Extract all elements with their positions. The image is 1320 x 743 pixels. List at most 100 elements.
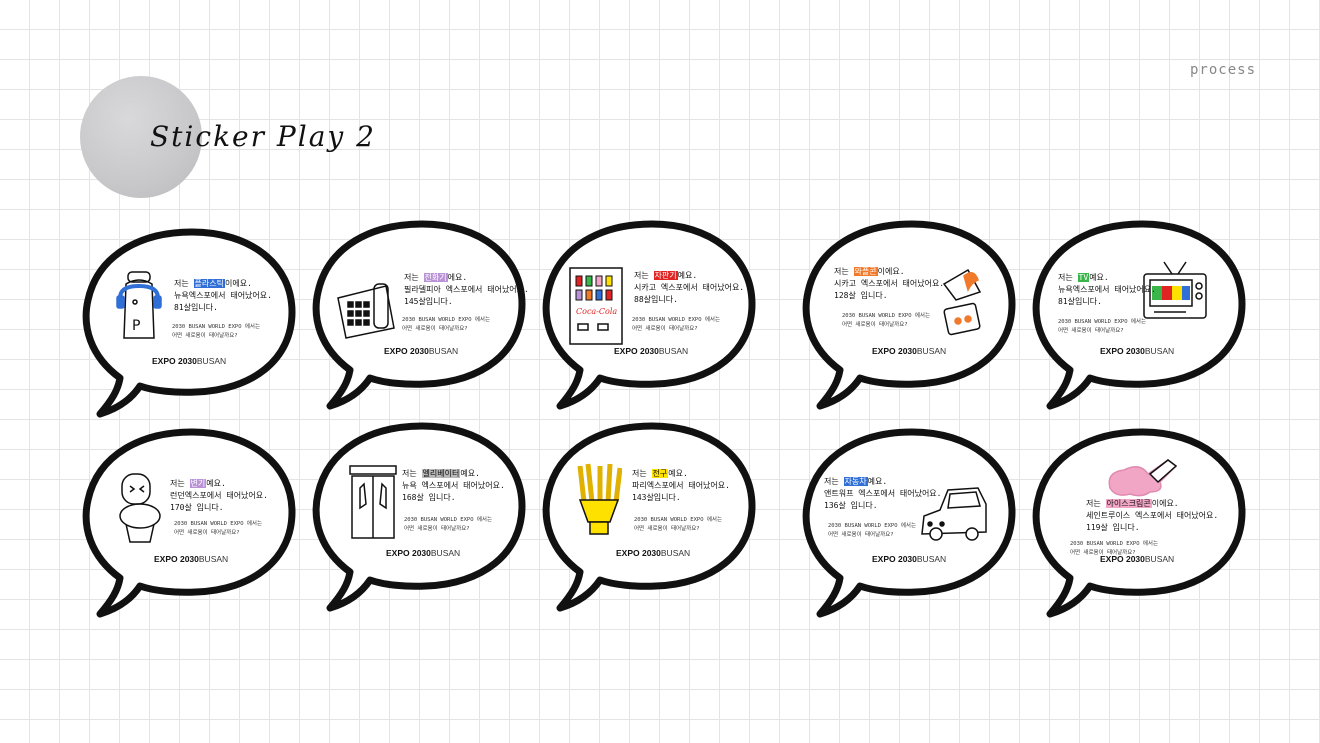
question-line-2: 어떤 새로움이 태어날까요? [174, 530, 240, 536]
expo-logo-light: BUSAN [1144, 346, 1175, 356]
question-line-1: 2030 BUSAN WORLD EXPO 에서는 [1070, 541, 1159, 547]
question-line-2: 어떤 새로움이 태어날까요? [842, 322, 908, 328]
bubble-line-1: 저는 자동차예요. [824, 477, 888, 486]
question-line-1: 2030 BUSAN WORLD EXPO 에서는 [1058, 319, 1147, 325]
question-line-1: 2030 BUSAN WORLD EXPO 에서는 [404, 517, 493, 523]
speech-bubble-outline [542, 220, 756, 410]
question-line-2: 어떤 새로움이 태어날까요? [402, 326, 468, 332]
question-line-1: 2030 BUSAN WORLD EXPO 에서는 [632, 317, 721, 323]
illustration [334, 276, 398, 344]
question-line-1: 2030 BUSAN WORLD EXPO 에서는 [634, 517, 723, 523]
expo-logo-bold: EXPO 2030 [152, 356, 197, 366]
expo-logo-light: BUSAN [428, 346, 459, 356]
expo-logo-light: BUSAN [916, 554, 947, 564]
expo-logo: EXPO 2030BUSAN [616, 548, 690, 558]
page-title: Sticker Play 2 [150, 120, 376, 153]
question-text: 2030 BUSAN WORLD EXPO 에서는 어떤 새로움이 태어날까요? [1058, 318, 1146, 336]
bubble-text: 저는 전구예요. 파리엑스포에서 태어났어요. 143살입니다. [632, 468, 730, 504]
expo-logo-light: BUSAN [1144, 554, 1175, 564]
bubble-text: 저는 와플콘이에요. 시카고 엑스포에서 태어났어요. 128살 입니다. [834, 266, 944, 302]
expo-logo: EXPO 2030BUSAN [1100, 346, 1174, 356]
bubble-line-1: 저는 변기예요. [170, 479, 226, 488]
speech-bubble-7: 저는 엘리베이터예요. 뉴욕 엑스포에서 태어났어요. 168살 입니다. 20… [310, 422, 528, 612]
bubble-line-3: 168살 입니다. [402, 493, 456, 502]
illustration [1106, 458, 1178, 504]
highlighted-word: 전화기 [423, 273, 448, 282]
speech-bubble-outline [1032, 428, 1246, 618]
highlighted-word: 엘리베이터 [421, 469, 461, 478]
expo-logo-light: BUSAN [430, 548, 461, 558]
speech-bubble-3: Coca-Cola 저는 자판기예요. 시카고 엑스포에서 태어났어요. 88살… [540, 220, 758, 410]
question-text: 2030 BUSAN WORLD EXPO 에서는 어떤 새로움이 태어날까요? [404, 516, 492, 534]
speech-bubble-8: 저는 전구예요. 파리엑스포에서 태어났어요. 143살입니다. 2030 BU… [540, 422, 758, 612]
bubble-line-2: 뉴욕엑스포에서 태어났어요. [174, 291, 272, 300]
expo-logo: EXPO 2030BUSAN [154, 554, 228, 564]
melting-ice-cream-icon [1108, 459, 1178, 497]
speech-bubble-outline [82, 228, 296, 418]
speech-bubble-1: P 저는 플라스틱이에요. 뉴욕엑스포에서 태어났어요. 81살입니다. 203… [80, 228, 298, 418]
expo-logo-light: BUSAN [198, 554, 229, 564]
question-text: 2030 BUSAN WORLD EXPO 에서는 어떤 새로움이 태어날까요? [1070, 540, 1158, 558]
expo-logo-bold: EXPO 2030 [386, 548, 431, 558]
question-text: 2030 BUSAN WORLD EXPO 에서는 어떤 새로움이 태어날까요? [174, 520, 262, 538]
bubble-line-3: 81살입니다. [1058, 297, 1102, 306]
bubble-line-3: 128살 입니다. [834, 291, 888, 300]
highlighted-word: 자판기 [653, 271, 678, 280]
bubble-text: 저는 플라스틱이에요. 뉴욕엑스포에서 태어났어요. 81살입니다. [174, 278, 272, 314]
french-fries-icon [577, 463, 623, 535]
expo-logo: EXPO 2030BUSAN [384, 346, 458, 356]
bubble-text: 저는 변기예요. 런던엑스포에서 태어났어요. 170살 입니다. [170, 478, 268, 514]
illustration [918, 482, 990, 548]
expo-logo-bold: EXPO 2030 [384, 346, 429, 356]
robot-mascot-icon: P [116, 271, 162, 339]
illustration [346, 464, 400, 544]
highlighted-word: 플라스틱 [193, 279, 225, 288]
expo-logo: EXPO 2030BUSAN [872, 346, 946, 356]
decorative-gray-circle [80, 76, 202, 198]
question-line-2: 어떤 새로움이 태어날까요? [172, 333, 238, 339]
question-line-2: 어떤 새로움이 태어날까요? [1070, 550, 1136, 556]
bubble-text: 저는 TV예요. 뉴욕엑스포에서 태어났어요. 81살입니다. [1058, 272, 1156, 308]
question-line-2: 어떤 새로움이 태어날까요? [634, 526, 700, 532]
bubble-line-2: 런던엑스포에서 태어났어요. [170, 491, 268, 500]
speech-bubble-4: 저는 와플콘이에요. 시카고 엑스포에서 태어났어요. 128살 입니다. 20… [800, 220, 1018, 410]
expo-logo-bold: EXPO 2030 [1100, 346, 1145, 356]
bubble-line-2: 뉴욕엑스포에서 태어났어요. [1058, 285, 1156, 294]
bubble-line-1: 저는 플라스틱이에요. [174, 279, 252, 288]
ice-cream-cone-icon [942, 268, 982, 336]
bubble-line-1: 저는 TV예요. [1058, 273, 1109, 282]
question-text: 2030 BUSAN WORLD EXPO 에서는 어떤 새로움이 태어날까요? [632, 316, 720, 334]
section-label: process [1190, 62, 1257, 78]
bubble-line-3: 145살입니다. [404, 297, 453, 306]
car-icon [921, 487, 987, 541]
expo-logo-bold: EXPO 2030 [872, 554, 917, 564]
illustration [576, 462, 623, 542]
bubble-line-1: 저는 아이스크림콘이에요. [1086, 499, 1179, 508]
question-line-1: 2030 BUSAN WORLD EXPO 에서는 [174, 521, 263, 527]
speech-bubble-outline [82, 428, 296, 618]
bubble-line-2: 시카고 엑스포에서 태어났어요. [834, 279, 945, 288]
bubble-text: 저는 전화기에요. 필라델피아 엑스포에서 태어났어요. 145살입니다. [404, 272, 529, 308]
illustration: P [116, 268, 162, 346]
expo-logo: EXPO 2030BUSAN [152, 356, 226, 366]
bubble-line-3: 88살입니다. [634, 295, 678, 304]
question-text: 2030 BUSAN WORLD EXPO 에서는 어떤 새로움이 태어날까요? [828, 522, 916, 540]
highlighted-word: 와플콘 [853, 267, 878, 276]
highlighted-word: 자동차 [843, 477, 868, 486]
speech-bubble-6: 저는 변기예요. 런던엑스포에서 태어났어요. 170살 입니다. 2030 B… [80, 428, 298, 618]
question-text: 2030 BUSAN WORLD EXPO 에서는 어떤 새로움이 태어날까요? [842, 312, 930, 330]
expo-logo: EXPO 2030BUSAN [1100, 554, 1174, 564]
bubble-line-2: 시카고 엑스포에서 태어났어요. [634, 283, 745, 292]
bubble-line-1: 저는 와플콘이에요. [834, 267, 905, 276]
expo-logo-light: BUSAN [196, 356, 227, 366]
bubble-line-2: 세인트루이스 엑스포에서 태어났어요. [1086, 511, 1219, 520]
vending-machine-icon: Coca-Cola [569, 267, 623, 345]
expo-logo-bold: EXPO 2030 [1100, 554, 1145, 564]
bubble-line-3: 136살 입니다. [824, 501, 878, 510]
expo-logo: EXPO 2030BUSAN [872, 554, 946, 564]
speech-bubble-outline [312, 220, 526, 410]
bubble-line-3: 119살 입니다. [1086, 523, 1140, 532]
bubble-line-1: 저는 전화기에요. [404, 273, 468, 282]
highlighted-word: 변기 [189, 479, 207, 488]
bubble-text: 저는 자동차예요. 앤트워프 엑스포에서 태어났어요. 136살 입니다. [824, 476, 942, 512]
